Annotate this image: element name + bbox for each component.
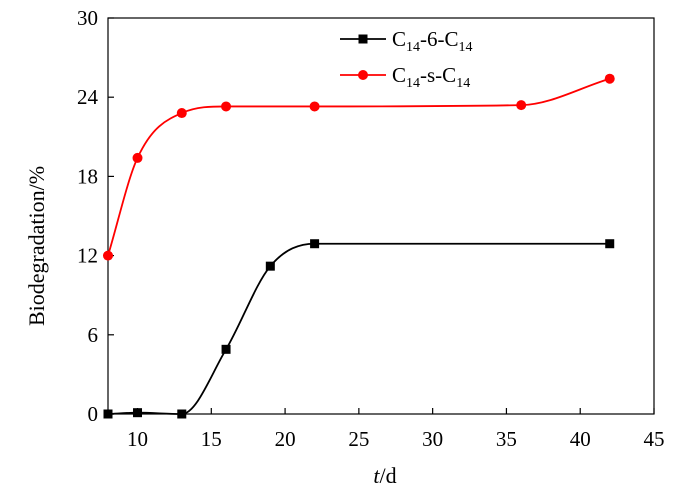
x-tick-label: 20: [275, 427, 296, 451]
x-tick-label: 45: [644, 427, 665, 451]
data-point-square: [265, 261, 275, 271]
series-line: [107, 242, 610, 415]
plot-frame: [107, 17, 655, 415]
legend-label: C14-6-C14: [392, 27, 473, 55]
y-tick-label: 30: [77, 6, 98, 30]
data-point-circle: [516, 100, 527, 111]
data-point-circle: [132, 152, 143, 163]
x-axis-label-var: t: [373, 463, 380, 488]
x-tick-label: 25: [348, 427, 369, 451]
axis-ticks: 10 15 20 25 30 35 40 45 0 6 12 18 24 30: [77, 6, 665, 451]
x-tick-label: 40: [570, 427, 591, 451]
data-point-square: [103, 409, 113, 419]
legend-item-1: C14-6-C14: [340, 27, 473, 55]
data-point-circle: [176, 108, 187, 119]
series-2: [103, 73, 615, 261]
data-point-square: [221, 344, 231, 354]
x-axis-label: t/d: [373, 463, 396, 488]
x-tick-label: 35: [496, 427, 517, 451]
y-tick-label: 0: [88, 402, 99, 426]
data-point-circle: [103, 250, 113, 261]
x-tick-label: 15: [201, 427, 222, 451]
x-tick-label: 30: [422, 427, 443, 451]
y-axis-label: Biodegradation/%: [24, 166, 49, 326]
plot-border: [107, 17, 655, 415]
series-group: [103, 73, 615, 419]
legend-marker-circle: [358, 70, 368, 80]
series-1: [103, 239, 615, 419]
y-tick-label: 18: [77, 164, 98, 188]
x-axis-label-unit: /d: [380, 463, 397, 488]
data-point-circle: [221, 101, 232, 112]
legend-label: C14-s-C14: [392, 63, 470, 91]
legend-item-2: C14-s-C14: [340, 63, 470, 91]
y-tick-label: 6: [88, 323, 99, 347]
legend: C14-6-C14 C14-s-C14: [340, 27, 473, 91]
data-point-square: [177, 409, 187, 419]
series-line: [107, 77, 610, 256]
y-tick-label: 24: [77, 85, 99, 109]
legend-marker-square: [358, 34, 368, 44]
data-point-square: [310, 239, 320, 249]
data-point-circle: [604, 73, 615, 84]
x-tick-label: 10: [127, 427, 148, 451]
data-point-square: [133, 408, 143, 418]
data-point-square: [605, 239, 615, 249]
y-tick-label: 12: [77, 244, 98, 268]
data-point-circle: [309, 101, 320, 112]
